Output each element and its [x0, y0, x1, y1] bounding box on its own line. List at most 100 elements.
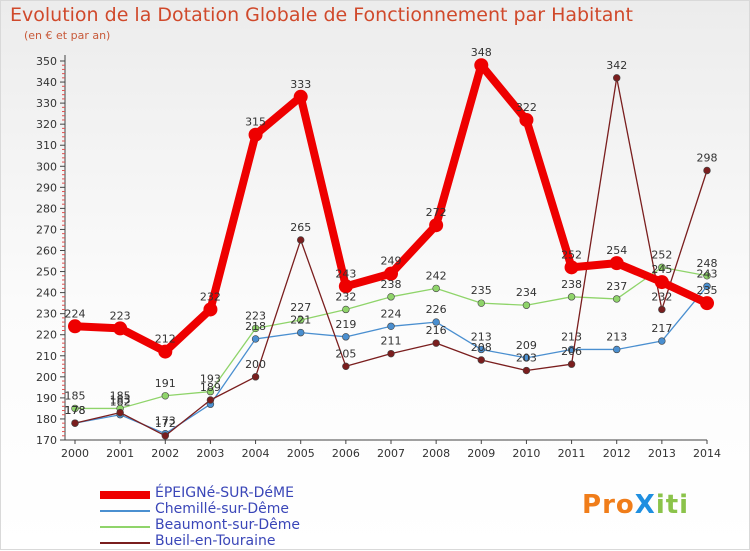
- series-bueil-en-touraine: [71, 74, 711, 440]
- y-tick-label: 170: [36, 434, 57, 447]
- data-label: 245: [651, 263, 672, 276]
- series-epeigne-sur-deme: [68, 58, 714, 359]
- data-point: [432, 339, 440, 347]
- x-tick-label: 2004: [242, 447, 270, 460]
- data-point: [477, 356, 485, 364]
- legend: ÉPEIGNé-SUR-DéME Chemillé-sur-Dême Beaumon…: [100, 485, 400, 551]
- data-label: 234: [516, 286, 537, 299]
- data-label: 237: [606, 280, 627, 293]
- legend-swatch: [100, 542, 150, 544]
- data-point: [429, 218, 444, 233]
- data-label: 213: [561, 330, 582, 343]
- data-point: [297, 328, 305, 337]
- data-point: [658, 337, 666, 345]
- data-label: 216: [426, 324, 447, 337]
- data-label: 272: [426, 206, 447, 219]
- data-point: [161, 432, 169, 440]
- x-tick-label: 2007: [377, 447, 405, 460]
- data-label: 212: [155, 333, 176, 346]
- data-label: 242: [426, 269, 447, 282]
- data-point: [658, 263, 666, 272]
- data-point: [703, 166, 711, 175]
- data-point: [113, 321, 128, 336]
- y-tick-label: 210: [36, 350, 57, 363]
- data-label: 173: [155, 415, 176, 428]
- data-point: [522, 354, 531, 362]
- data-label: 213: [606, 330, 627, 343]
- data-label: 221: [290, 314, 311, 327]
- x-tick-label: 2011: [558, 447, 586, 460]
- data-point: [248, 127, 263, 142]
- data-label: 232: [651, 290, 672, 303]
- x-tick-label: 2013: [648, 447, 676, 460]
- data-label: 238: [381, 278, 402, 291]
- series-layer: [68, 58, 714, 440]
- data-label: 227: [290, 301, 311, 314]
- data-point: [71, 419, 79, 427]
- data-point: [703, 282, 711, 290]
- x-tick-label: 2008: [422, 447, 450, 460]
- data-point: [522, 301, 531, 309]
- data-label: 209: [516, 339, 537, 352]
- data-point: [567, 293, 576, 301]
- data-label: 211: [381, 335, 402, 348]
- data-point: [297, 316, 305, 324]
- data-label: 219: [335, 318, 356, 331]
- data-point: [342, 333, 350, 341]
- data-label: 243: [335, 267, 356, 280]
- y-tick-label: 310: [36, 139, 57, 152]
- legend-swatch: [100, 526, 150, 528]
- data-label: 298: [697, 151, 718, 164]
- data-label: 223: [245, 309, 266, 322]
- x-tick-label: 2006: [332, 447, 360, 460]
- data-label: 218: [245, 320, 266, 333]
- data-point: [703, 272, 711, 280]
- y-tick-label: 190: [36, 392, 57, 405]
- chart-axes: 170 180 190 200 210 220 230 240 250 260 270 280 290 3…: [36, 55, 721, 460]
- chart-subtitle: (en € et par an): [24, 29, 111, 42]
- data-label: 172: [155, 417, 176, 430]
- data-point: [293, 89, 308, 104]
- data-point: [158, 344, 173, 359]
- data-point: [342, 305, 350, 314]
- data-point: [384, 266, 398, 281]
- legend-label: ÉPEIGNé-SUR-DéME: [155, 485, 294, 501]
- y-tick-label: 300: [36, 160, 57, 173]
- data-label: 254: [606, 244, 627, 257]
- legend-item: Chemillé-sur-Dême: [100, 501, 400, 519]
- data-point: [613, 345, 621, 354]
- chart-title: Evolution de la Dotation Globale de Fonc…: [10, 4, 633, 26]
- data-point: [387, 293, 395, 301]
- data-point: [567, 360, 576, 368]
- data-label: 178: [65, 404, 86, 417]
- data-label: 217: [651, 322, 672, 335]
- y-tick-label: 240: [36, 287, 57, 300]
- logo-letter: o: [615, 490, 635, 520]
- data-label: 322: [516, 101, 537, 114]
- logo-letter: i: [655, 490, 666, 520]
- y-tick-label: 330: [36, 97, 57, 110]
- data-label: 248: [697, 257, 718, 270]
- x-tick-label: 2001: [106, 447, 134, 460]
- data-point: [477, 345, 485, 354]
- legend-item: Beaumont-sur-Dême: [100, 517, 400, 535]
- data-label: 200: [245, 358, 266, 371]
- data-point: [477, 299, 485, 307]
- data-point: [203, 302, 218, 317]
- x-tick-label: 2002: [151, 447, 179, 460]
- data-point: [206, 387, 215, 396]
- data-point: [251, 324, 260, 333]
- y-tick-label: 270: [36, 223, 57, 236]
- data-label: 342: [606, 59, 627, 72]
- data-point: [700, 296, 714, 311]
- data-point: [297, 236, 305, 244]
- data-point: [564, 260, 579, 275]
- y-tick-label: 250: [36, 266, 57, 279]
- data-point: [387, 349, 395, 358]
- legend-label: Bueil-en-Touraine: [155, 533, 276, 549]
- data-point: [251, 335, 260, 343]
- data-label: 243: [697, 267, 718, 280]
- data-label: 235: [471, 284, 492, 297]
- data-point: [654, 275, 669, 290]
- proxiti-logo: ProXiti: [582, 490, 689, 520]
